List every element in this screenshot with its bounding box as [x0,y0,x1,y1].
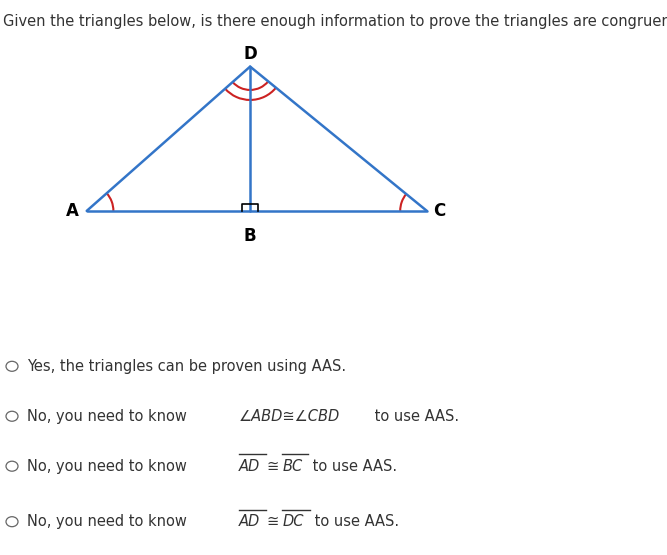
Text: C: C [433,202,445,220]
Text: DC: DC [282,514,303,529]
Text: to use AAS.: to use AAS. [370,408,459,424]
Text: to use AAS.: to use AAS. [310,514,399,529]
Text: ≅: ≅ [266,514,279,529]
Text: ≅: ≅ [266,458,279,474]
Text: Yes, the triangles can be proven using AAS.: Yes, the triangles can be proven using A… [27,359,346,374]
Text: No, you need to know: No, you need to know [27,408,191,424]
Text: No, you need to know: No, you need to know [27,514,191,529]
Text: AD: AD [239,458,260,474]
Text: AD: AD [239,514,260,529]
Text: Given the triangles below, is there enough information to prove the triangles ar: Given the triangles below, is there enou… [3,14,667,29]
Text: D: D [243,46,257,63]
Text: ∠ABD≅∠CBD: ∠ABD≅∠CBD [239,408,340,424]
Text: BC: BC [282,458,302,474]
Text: A: A [65,202,79,220]
Text: to use AAS.: to use AAS. [308,458,398,474]
Text: No, you need to know: No, you need to know [27,458,191,474]
Text: B: B [244,227,256,245]
